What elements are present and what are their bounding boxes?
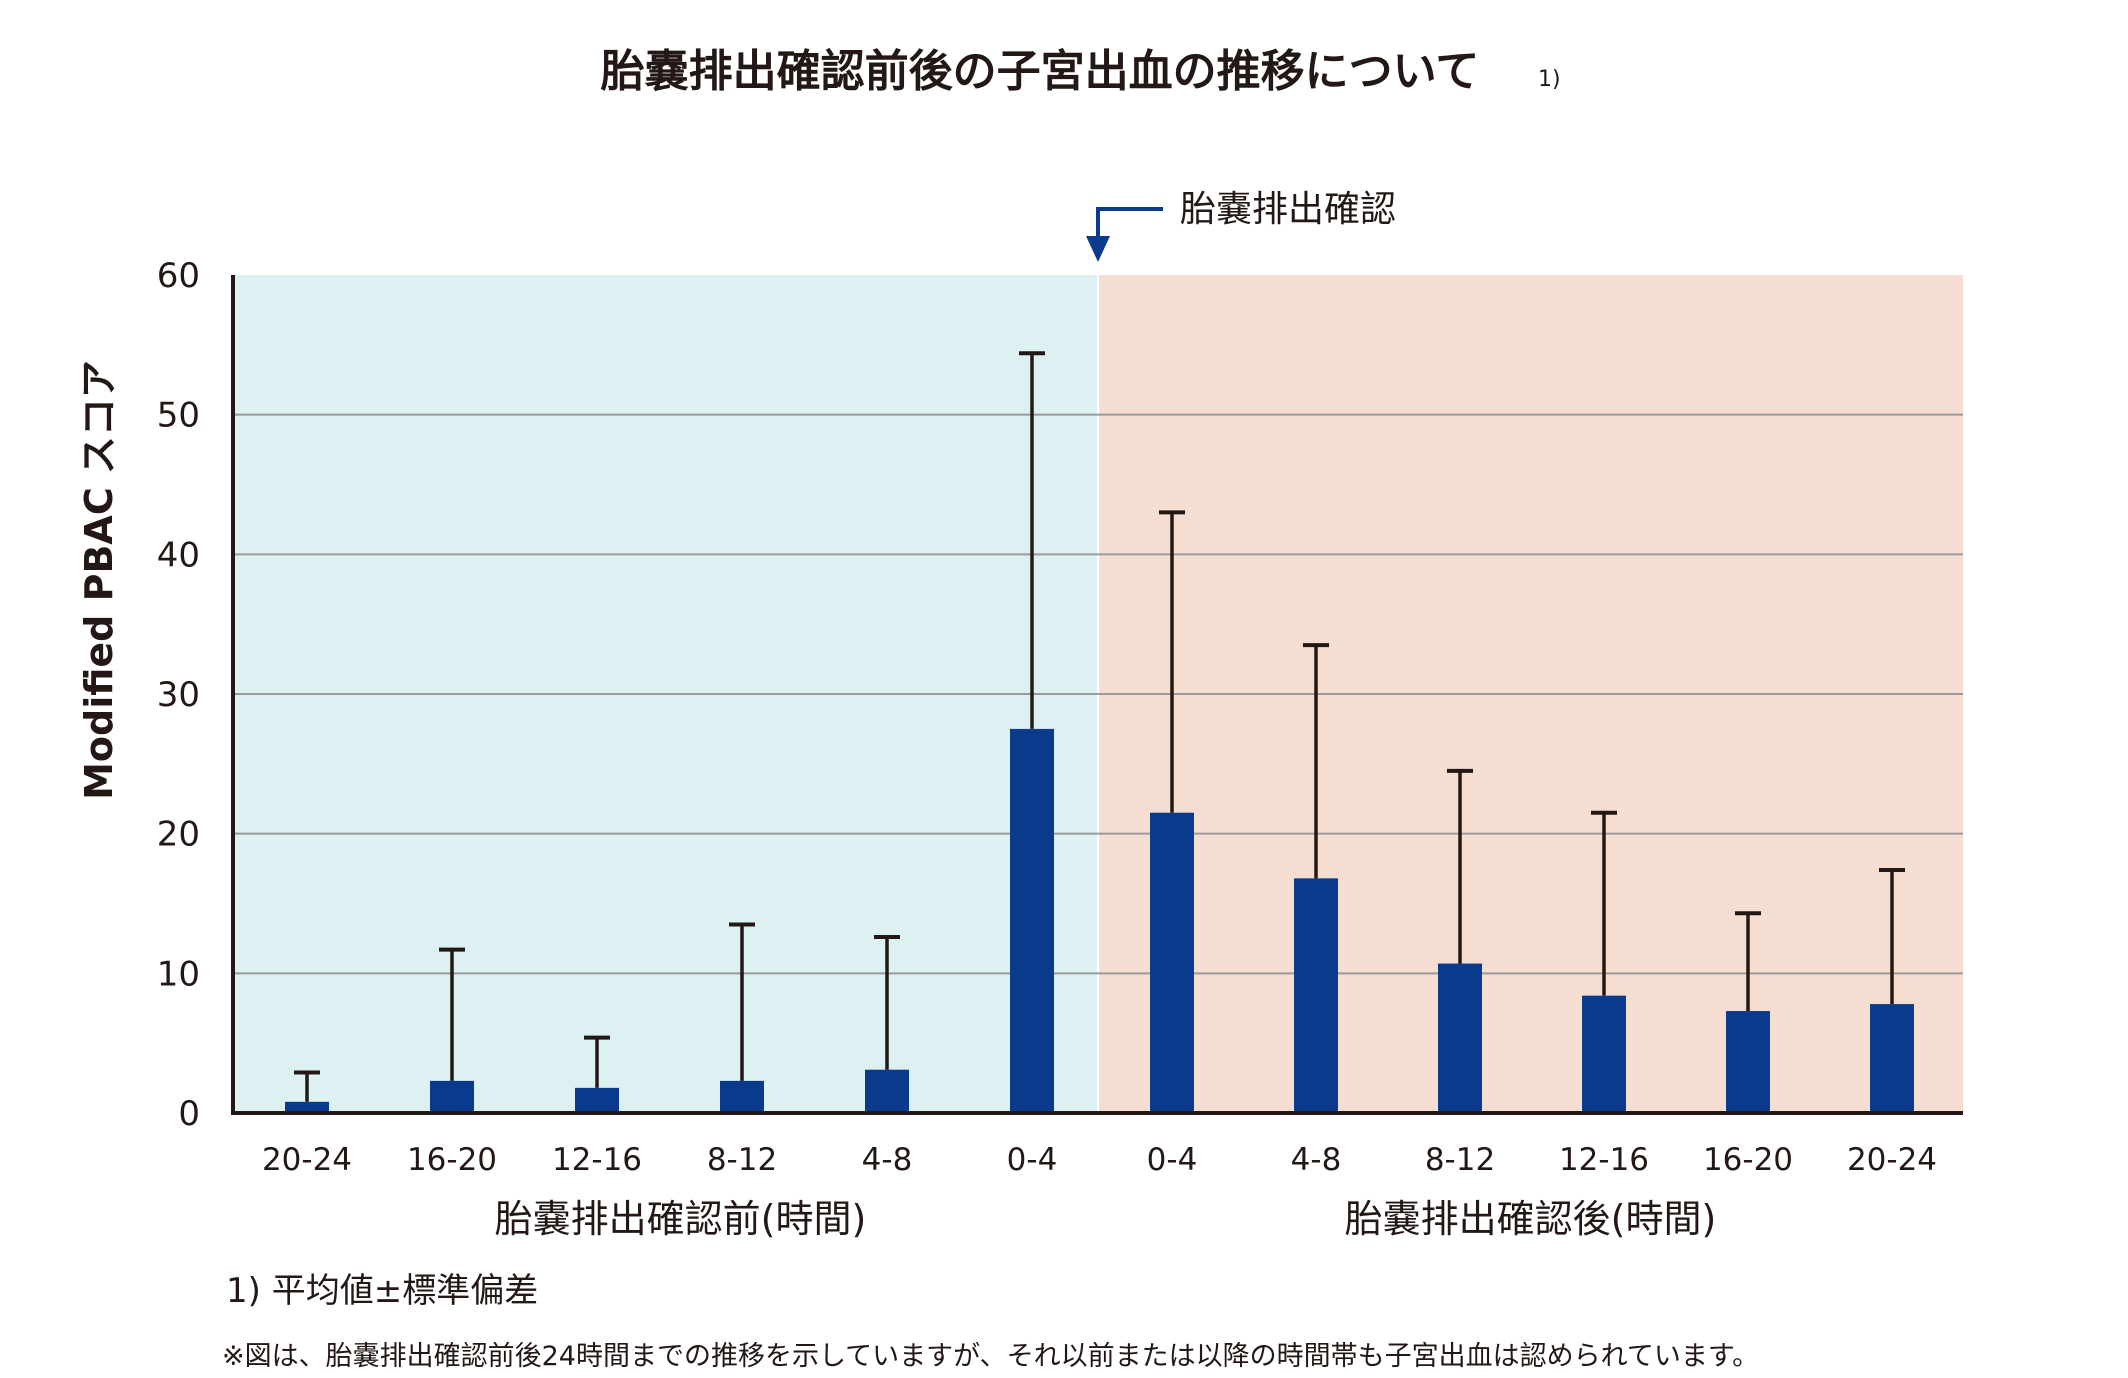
y-tick-label: 60 [157, 256, 200, 296]
y-tick-label: 40 [157, 535, 200, 575]
x-tick-label: 8-12 [1425, 1142, 1495, 1178]
bar [865, 1069, 909, 1113]
bars [285, 351, 1914, 1113]
y-tick-label: 10 [157, 954, 200, 994]
x-tick-label: 12-16 [1559, 1142, 1649, 1178]
footnote: 1) 平均値±標準偏差 [226, 1271, 538, 1311]
x-tick-label: 0-4 [1147, 1142, 1198, 1178]
x-tick-label: 0-4 [1007, 1142, 1058, 1178]
annotation-label: 胎嚢排出確認 [1180, 189, 1396, 230]
x-tick-label: 20-24 [262, 1142, 352, 1178]
bar [1294, 878, 1338, 1113]
note: ※図は、胎嚢排出確認前後24時間までの推移を示していますが、それ以前または以降の… [222, 1341, 1759, 1372]
x-tick-label: 16-20 [407, 1142, 497, 1178]
bar [720, 1080, 764, 1113]
x-tick-label: 4-8 [862, 1142, 913, 1178]
y-tick-label: 0 [178, 1094, 200, 1134]
bar [285, 1101, 329, 1113]
bar [1870, 1004, 1914, 1113]
x-tick-label: 16-20 [1703, 1142, 1793, 1178]
gridlines [233, 413, 1963, 975]
y-tick-label: 50 [157, 396, 200, 436]
bar [575, 1087, 619, 1113]
chart-title: 胎嚢排出確認前後の子宮出血の推移について [600, 46, 1480, 97]
x-tick-label: 12-16 [552, 1142, 642, 1178]
x-tick-labels: 20-24 16-20 12-16 8-12 4-8 0-4 0-4 4-8 8-12 12-16… [262, 1142, 1937, 1178]
y-tick-label: 30 [157, 675, 200, 715]
bar [1150, 812, 1194, 1113]
bar [1438, 963, 1482, 1113]
x-tick-label: 20-24 [1847, 1142, 1937, 1178]
bar [430, 1080, 474, 1113]
y-axis-label: Modified PBAC スコア [77, 360, 121, 800]
chart-title-note: 1) [1538, 67, 1561, 92]
bar [1726, 1011, 1770, 1113]
annotation-arrow-icon [1086, 207, 1163, 262]
group-labels: 胎嚢排出確認前(時間) 胎嚢排出確認後(時間) [495, 1197, 1717, 1241]
y-tick-labels: 0 10 20 30 40 50 60 [157, 256, 200, 1134]
y-tick-label: 20 [157, 815, 200, 855]
x-tick-label: 8-12 [707, 1142, 777, 1178]
group-label-before: 胎嚢排出確認前(時間) [495, 1197, 867, 1241]
bar [1010, 728, 1054, 1113]
bar [1582, 995, 1626, 1113]
x-tick-label: 4-8 [1291, 1142, 1342, 1178]
group-label-after: 胎嚢排出確認後(時間) [1345, 1197, 1717, 1241]
